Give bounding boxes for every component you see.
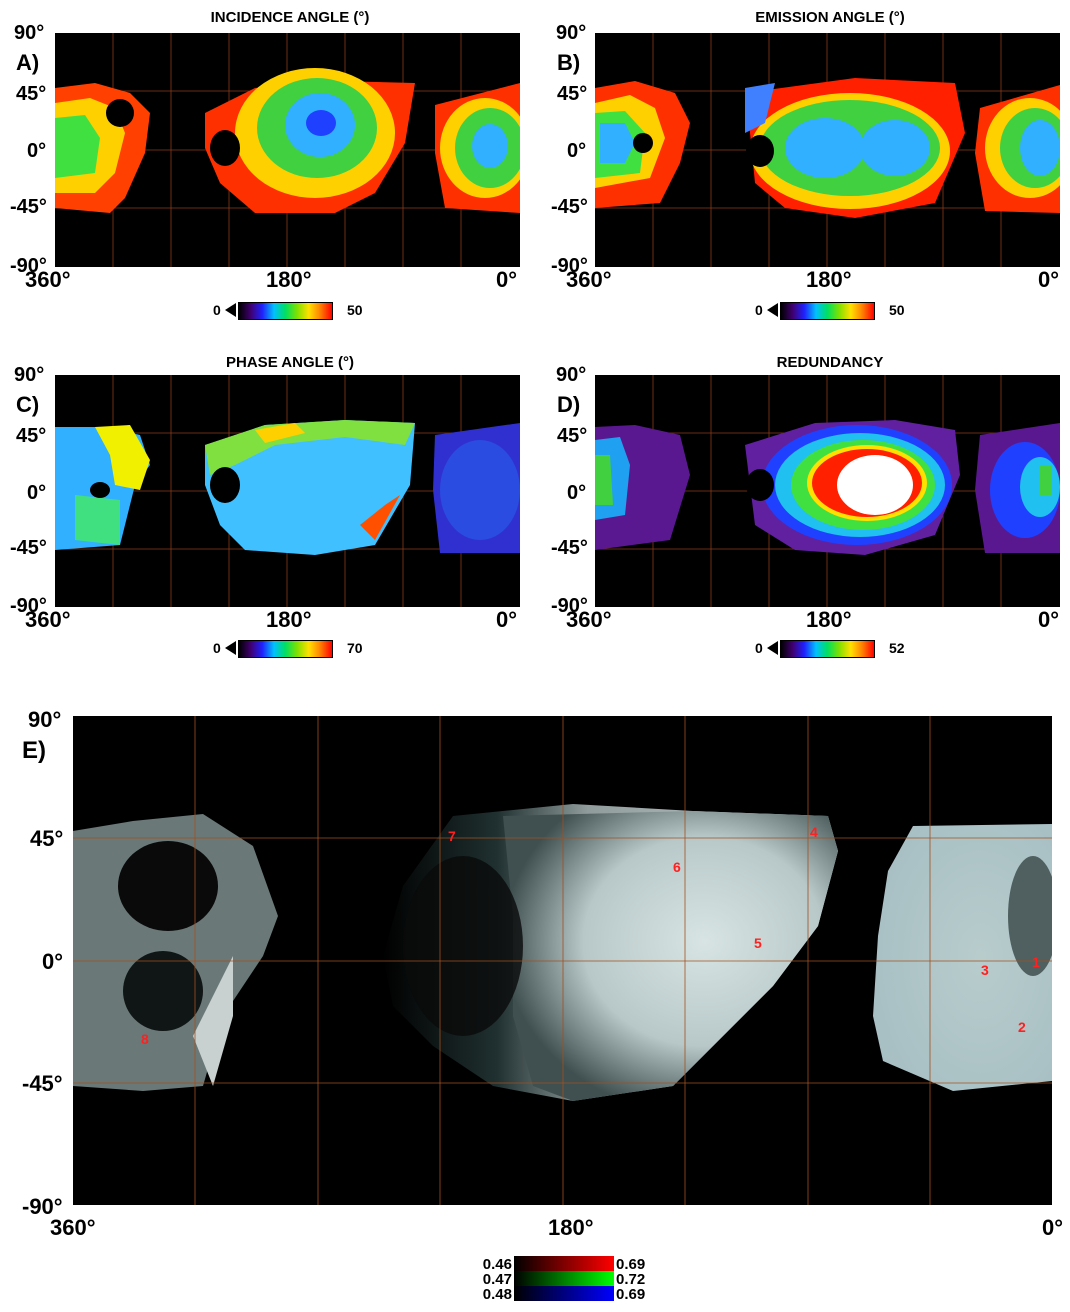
- panel-c-lat-m90: -90°: [10, 595, 47, 617]
- panel-a-map: [55, 33, 520, 267]
- rgb-green-max: 0.72: [616, 1271, 646, 1288]
- panel-e-lat-45: 45°: [30, 826, 64, 851]
- panel-a-cbar-max: 50: [347, 302, 363, 318]
- panel-c-lat-m45: -45°: [10, 537, 47, 559]
- panel-a-lat-0: 0°: [27, 140, 47, 162]
- cbar-min-arrow-icon: [225, 641, 236, 655]
- panel-b-letter: B): [557, 50, 581, 75]
- panel-a-lat-m45: -45°: [10, 196, 47, 218]
- panel-e-letter: E): [22, 737, 46, 764]
- rgb-green-bar: [514, 1271, 614, 1286]
- panel-a-lat-m90: -90°: [10, 255, 47, 277]
- rgb-blue-min: 0.48: [482, 1286, 512, 1303]
- panel-b-lat-90: 90°: [556, 22, 587, 44]
- panel-d-lon-180: 180°: [806, 607, 852, 632]
- rgb-red-min: 0.46: [482, 1256, 512, 1273]
- panel-d-cbar-min: 0: [755, 640, 763, 656]
- panel-b-lon-180: 180°: [806, 267, 852, 292]
- panel-b-cbar-min: 0: [755, 302, 763, 318]
- panel-a-lat-45: 45°: [16, 83, 47, 105]
- panel-d-map: [595, 375, 1060, 607]
- panel-c-lat-90: 90°: [14, 364, 45, 386]
- panel-e-lat-m45: -45°: [22, 1071, 63, 1096]
- panel-c-cbar-min: 0: [213, 640, 221, 656]
- rgb-green-min: 0.47: [482, 1271, 512, 1288]
- panel-d-lat-0: 0°: [567, 482, 587, 504]
- rgb-blue-max: 0.69: [616, 1286, 646, 1303]
- panel-c-lon-180: 180°: [266, 607, 312, 632]
- panel-c-letter: C): [16, 392, 40, 417]
- panel-b-cbar-max: 50: [889, 302, 905, 318]
- panel-d-lat-m45: -45°: [551, 537, 588, 559]
- phase-angle-map: [55, 375, 520, 607]
- panel-b-lat-45: 45°: [557, 83, 588, 105]
- panel-c-title: PHASE ANGLE (°): [226, 354, 354, 371]
- panel-c-lon-360: 360°: [25, 607, 71, 632]
- panel-c-lon-0: 0°: [496, 607, 518, 632]
- panel-b-lon-360: 360°: [566, 267, 612, 292]
- marker-4: 4: [810, 824, 818, 840]
- panel-c-lat-45: 45°: [16, 425, 47, 447]
- panel-a-lon-360: 360°: [25, 267, 71, 292]
- panel-b-map: [595, 33, 1060, 267]
- panel-d-cbar-max: 52: [889, 640, 905, 656]
- panel-c-lat-0: 0°: [27, 482, 47, 504]
- redundancy-map: [595, 375, 1060, 607]
- rgb-red-bar: [514, 1256, 614, 1271]
- cbar-max-arrow-icon: [875, 303, 886, 317]
- panel-e-lon-0: 0°: [1042, 1215, 1064, 1240]
- panel-d-lat-45: 45°: [557, 425, 588, 447]
- cbar-min-arrow-icon: [767, 303, 778, 317]
- panel-d-title: REDUNDANCY: [776, 354, 884, 371]
- panel-b-lon-0: 0°: [1038, 267, 1060, 292]
- panel-d-lon-0: 0°: [1038, 607, 1060, 632]
- panel-d-lat-m90: -90°: [551, 595, 588, 617]
- cbar-max-arrow-icon: [333, 303, 344, 317]
- panel-a-letter: A): [16, 50, 40, 75]
- emission-angle-map: [595, 33, 1060, 267]
- cbar-min-arrow-icon: [767, 641, 778, 655]
- marker-6: 6: [673, 859, 681, 875]
- panel-a-lat-90: 90°: [14, 22, 45, 44]
- panel-e-lon-360: 360°: [50, 1215, 96, 1240]
- rgb-composite-map: [73, 716, 1052, 1205]
- panel-b-lat-m90: -90°: [551, 255, 588, 277]
- incidence-angle-map: [55, 33, 520, 267]
- panel-b-lat-m45: -45°: [551, 196, 588, 218]
- panel-d-letter: D): [557, 392, 581, 417]
- panel-d-lat-90: 90°: [556, 364, 587, 386]
- panel-b-lat-0: 0°: [567, 140, 587, 162]
- panel-e-lat-0: 0°: [42, 949, 64, 974]
- rgb-blue-bar: [514, 1286, 614, 1301]
- marker-2: 2: [1018, 1019, 1026, 1035]
- marker-1: 1: [1032, 954, 1040, 970]
- marker-3: 3: [981, 962, 989, 978]
- panel-a-cbar-min: 0: [213, 302, 221, 318]
- marker-7: 7: [448, 828, 456, 844]
- panel-e-lat-90: 90°: [28, 707, 62, 732]
- panel-e-lon-180: 180°: [548, 1215, 594, 1240]
- rgb-red-max: 0.69: [616, 1256, 646, 1273]
- cbar-min-arrow-icon: [225, 303, 236, 317]
- panel-c-map: [55, 375, 520, 607]
- panel-b-title: EMISSION ANGLE (°): [755, 9, 905, 26]
- panel-e-map: 1 2 3 4 5 6 7 8: [73, 716, 1052, 1205]
- panel-a-lon-0: 0°: [496, 267, 518, 292]
- rgb-legend: 0.46 0.47 0.48 0.69 0.72 0.69: [470, 1256, 660, 1312]
- panel-a-lon-180: 180°: [266, 267, 312, 292]
- cbar-max-arrow-icon: [875, 641, 886, 655]
- marker-8: 8: [141, 1031, 149, 1047]
- marker-5: 5: [754, 935, 762, 951]
- panel-a-title: INCIDENCE ANGLE (°): [210, 9, 370, 26]
- panel-d-lon-360: 360°: [566, 607, 612, 632]
- cbar-max-arrow-icon: [333, 641, 344, 655]
- panel-c-cbar-max: 70: [347, 640, 363, 656]
- panel-e-lat-m90: -90°: [22, 1194, 63, 1219]
